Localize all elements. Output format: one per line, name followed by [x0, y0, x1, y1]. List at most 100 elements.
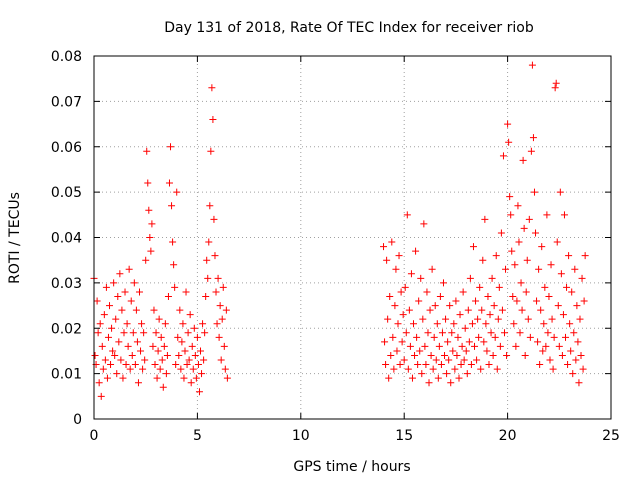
- data-point: [493, 365, 501, 373]
- data-point: [155, 315, 163, 323]
- data-point: [563, 283, 571, 291]
- data-point: [445, 356, 453, 364]
- data-point: [444, 338, 452, 346]
- data-point: [479, 256, 487, 264]
- data-point: [412, 247, 420, 255]
- data-point: [188, 342, 196, 350]
- data-point: [143, 147, 151, 155]
- data-point: [397, 288, 405, 296]
- data-point: [521, 351, 529, 359]
- data-point: [441, 351, 449, 359]
- data-point: [181, 347, 189, 355]
- data-point: [489, 351, 497, 359]
- data-point: [451, 365, 459, 373]
- data-point: [173, 188, 181, 196]
- data-point: [388, 238, 396, 246]
- data-point: [565, 252, 573, 260]
- data-point: [408, 374, 416, 382]
- data-point: [207, 147, 215, 155]
- data-point: [510, 320, 518, 328]
- data-point: [156, 365, 164, 373]
- data-point: [172, 361, 180, 369]
- data-point: [414, 361, 422, 369]
- data-point: [167, 143, 175, 151]
- data-point: [102, 283, 110, 291]
- data-point: [573, 302, 581, 310]
- data-point: [106, 302, 114, 310]
- data-point: [474, 315, 482, 323]
- data-point: [452, 297, 460, 305]
- data-point: [101, 356, 109, 364]
- data-point: [168, 202, 176, 210]
- data-point: [476, 283, 484, 291]
- data-point: [455, 374, 463, 382]
- data-point: [541, 283, 549, 291]
- data-point: [131, 361, 139, 369]
- data-point: [471, 342, 479, 350]
- data-point: [133, 338, 141, 346]
- y-tick-label: 0.06: [51, 140, 82, 156]
- data-point: [212, 288, 220, 296]
- data-point: [535, 265, 543, 273]
- data-point: [125, 265, 133, 273]
- data-point: [551, 84, 559, 92]
- data-point: [148, 220, 156, 228]
- data-point: [575, 379, 583, 387]
- data-point: [145, 206, 153, 214]
- data-point: [149, 342, 157, 350]
- data-point: [199, 320, 207, 328]
- data-point: [418, 370, 426, 378]
- data-point: [402, 329, 410, 337]
- data-point: [164, 292, 172, 300]
- data-point: [534, 338, 542, 346]
- data-point: [114, 292, 122, 300]
- data-point: [405, 306, 413, 314]
- chart-title: Day 131 of 2018, Rate Of TEC Index for r…: [164, 20, 534, 36]
- data-point: [421, 342, 429, 350]
- data-point: [538, 243, 546, 251]
- x-tick-label: 20: [499, 428, 517, 444]
- data-point: [566, 320, 574, 328]
- data-point: [94, 329, 102, 337]
- data-point: [556, 188, 564, 196]
- data-point: [569, 370, 577, 378]
- data-point: [184, 329, 192, 337]
- data-point: [190, 324, 198, 332]
- data-point: [508, 247, 516, 255]
- y-tick-label: 0: [73, 412, 82, 428]
- data-point: [128, 351, 136, 359]
- data-point: [213, 320, 221, 328]
- data-point: [193, 333, 201, 341]
- data-point: [491, 333, 499, 341]
- data-point: [432, 356, 440, 364]
- data-point: [393, 347, 401, 355]
- data-point: [118, 306, 126, 314]
- data-point: [183, 361, 191, 369]
- data-point: [380, 243, 388, 251]
- data-point: [99, 365, 107, 373]
- data-point: [398, 338, 406, 346]
- data-point: [178, 338, 186, 346]
- data-point: [97, 392, 105, 400]
- data-point: [140, 329, 148, 337]
- data-point: [562, 333, 570, 341]
- data-point: [568, 288, 576, 296]
- axis-ticks: 0 5 10 15 20 25 0 0.01 0.02 0.03 0.04 0.05 0.06 0.07 0…: [51, 49, 620, 444]
- data-point: [530, 188, 538, 196]
- data-point: [525, 215, 533, 223]
- data-point: [519, 156, 527, 164]
- data-point: [545, 292, 553, 300]
- data-point: [211, 252, 219, 260]
- data-point: [456, 311, 464, 319]
- data-point: [223, 374, 231, 382]
- data-point: [175, 351, 183, 359]
- data-point: [386, 292, 394, 300]
- data-point: [197, 347, 205, 355]
- data-point: [433, 320, 441, 328]
- data-point: [506, 193, 514, 201]
- data-point: [466, 274, 474, 282]
- data-point: [165, 179, 173, 187]
- data-point: [488, 274, 496, 282]
- data-point: [200, 356, 208, 364]
